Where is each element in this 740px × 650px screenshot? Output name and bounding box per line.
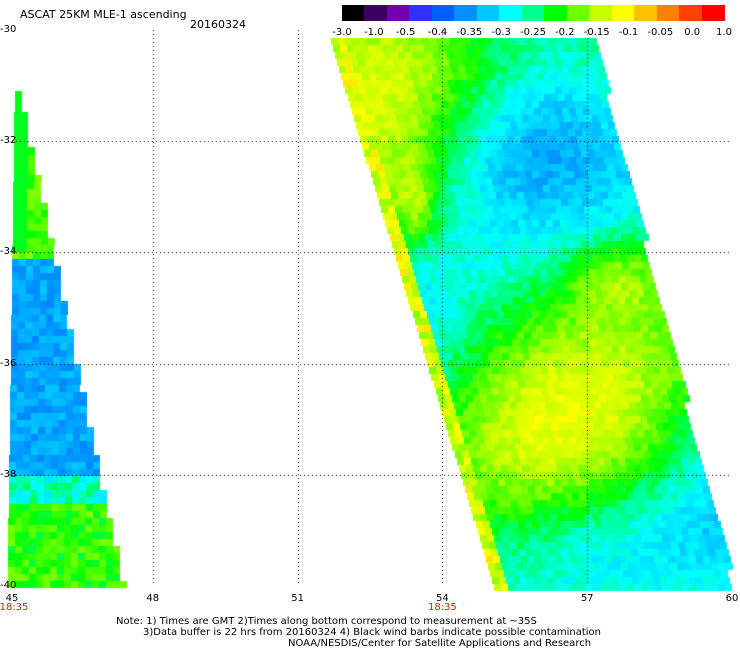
colorbar-label: -0.15 — [583, 27, 610, 38]
note-line-3: NOAA/NESDIS/Center for Satellite Applica… — [288, 638, 592, 649]
lon-tick-label: 60 — [725, 593, 739, 604]
colorbar-segment — [431, 5, 455, 21]
lat-tick-label: -30 — [0, 24, 17, 35]
colorbar-label: -0.4 — [427, 27, 448, 38]
colorbar-label: -0.1 — [618, 27, 639, 38]
product-title: ASCAT 25KM MLE-1 ascending — [20, 8, 187, 21]
colorbar-segment — [566, 5, 590, 21]
colorbar-segment — [634, 5, 658, 21]
colorbar-segment — [454, 5, 478, 21]
colorbar-segment — [364, 5, 388, 21]
colorbar-segment — [476, 5, 500, 21]
colorbar-label: -0.3 — [491, 27, 511, 38]
colorbar-segment — [342, 5, 366, 21]
colorbar-segment — [544, 5, 568, 21]
colorbar-label: -0.35 — [456, 27, 483, 38]
colorbar-segment — [409, 5, 433, 21]
colorbar-segment — [656, 5, 680, 21]
colorbar-label: -0.25 — [520, 27, 546, 38]
lat-tick-label: -32 — [0, 135, 17, 147]
note-line-2: 3)Data buffer is 22 hrs from 20160324 4)… — [143, 627, 601, 638]
lon-tick-label: 57 — [580, 593, 594, 604]
colorbar-label: -3.0 — [332, 27, 352, 38]
colorbar — [342, 5, 725, 21]
lat-tick-label: -38 — [0, 468, 17, 480]
colorbar-segment — [589, 5, 613, 21]
lat-tick-label: -36 — [0, 357, 17, 369]
lon-tick-label: 48 — [146, 593, 160, 604]
colorbar-label: 1.0 — [716, 27, 732, 38]
colorbar-label: -0.5 — [395, 27, 416, 38]
colorbar-label: -0.05 — [647, 27, 674, 38]
colorbar-label: -0.2 — [555, 27, 575, 38]
colorbar-segment — [611, 5, 635, 21]
colorbar-segment — [679, 5, 703, 21]
lat-tick-label: -34 — [0, 246, 17, 258]
pass-time-label: 18:35 — [427, 602, 457, 613]
pass-time-label: 18:35 — [0, 602, 29, 613]
colorbar-segment — [521, 5, 545, 21]
product-date: 20160324 — [190, 18, 246, 31]
lon-tick-label: 54 — [436, 593, 449, 604]
lon-tick-label: 45 — [5, 593, 19, 604]
colorbar-segment — [701, 5, 725, 21]
colorbar-segment — [499, 5, 523, 21]
lon-tick-label: 51 — [291, 593, 304, 604]
colorbar-label: 0.0 — [684, 27, 701, 38]
note-line-1: Note: 1) Times are GMT 2)Times along bot… — [116, 616, 537, 627]
lat-tick-label: -40 — [0, 580, 17, 591]
colorbar-label: -1.0 — [364, 27, 384, 38]
colorbar-segment — [386, 5, 410, 21]
